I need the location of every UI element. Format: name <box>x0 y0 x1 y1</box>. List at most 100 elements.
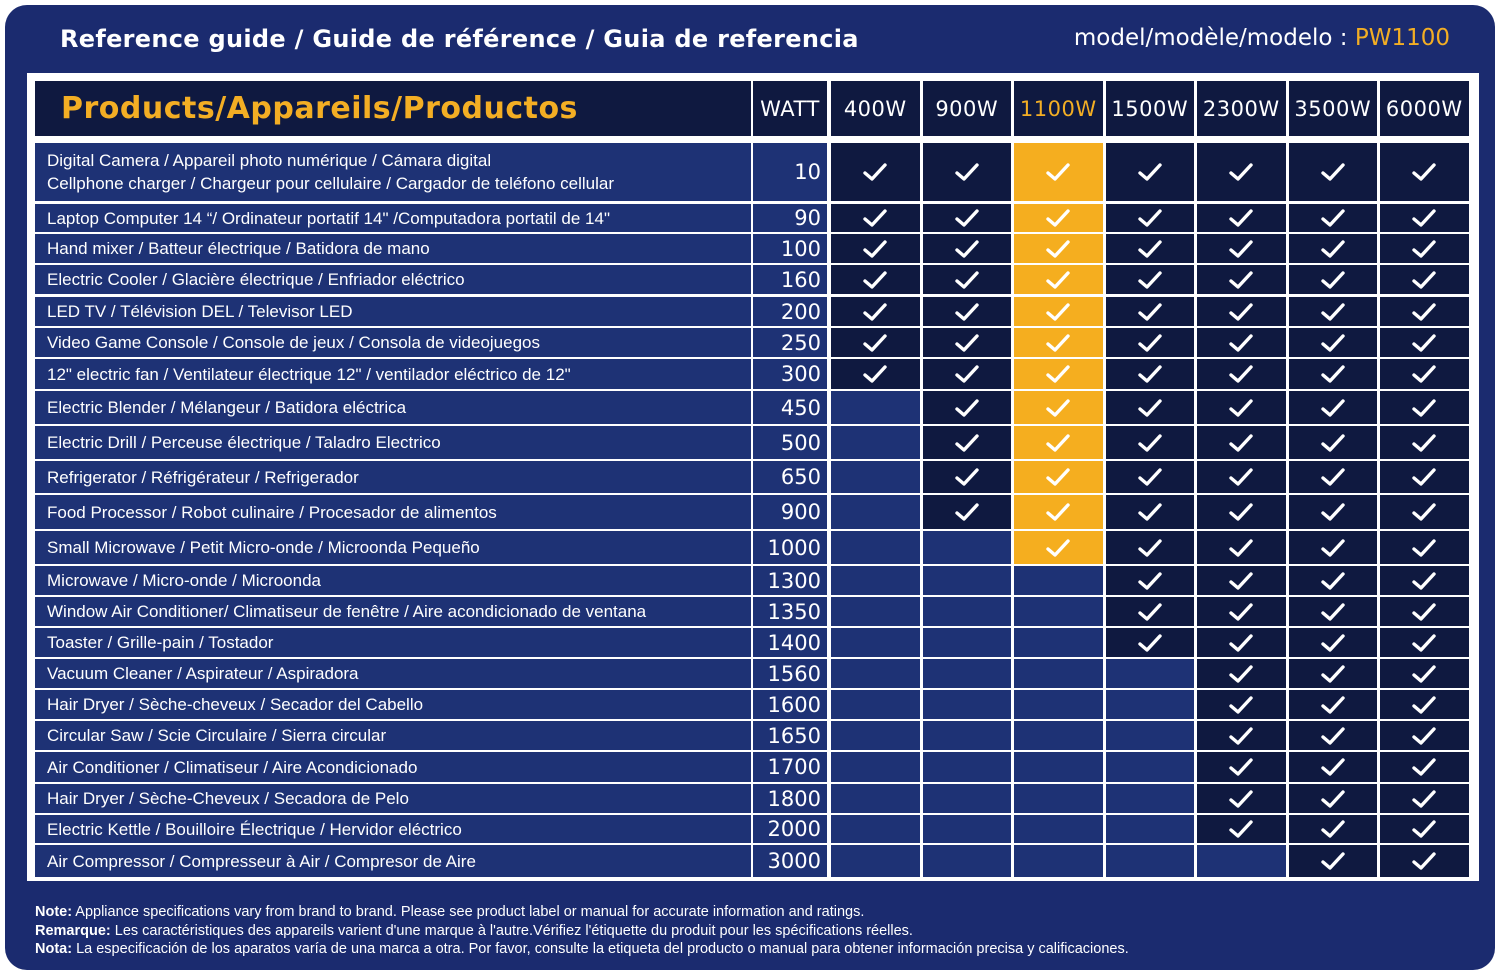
support-cell <box>922 752 1011 782</box>
check-icon <box>1138 633 1162 653</box>
check-icon <box>1229 239 1253 259</box>
appliance-name: Air Compressor / Compresseur à Air / Com… <box>35 845 751 877</box>
support-cell <box>1288 391 1377 424</box>
check-icon <box>1229 602 1253 622</box>
support-cell <box>1105 495 1194 529</box>
support-cell <box>922 597 1011 626</box>
note-line: Note: Appliance specifications vary from… <box>35 903 1129 922</box>
appliance-watt: 650 <box>753 461 827 493</box>
check-icon <box>1412 538 1436 558</box>
note-text: Les caractéristiques des appareils varie… <box>110 922 913 939</box>
appliance-watt: 1650 <box>753 721 827 750</box>
appliance-name-line: Electric Drill / Perceuse électrique / T… <box>47 433 441 452</box>
support-cell <box>1380 784 1469 813</box>
check-icon <box>1412 333 1436 353</box>
check-icon <box>863 333 887 353</box>
support-cell <box>1105 391 1194 424</box>
support-cell <box>831 359 920 389</box>
appliance-name-line: Electric Blender / Mélangeur / Batidora … <box>47 398 407 417</box>
check-icon <box>1321 398 1345 418</box>
appliance-name-line: Small Microwave / Petit Micro-onde / Mic… <box>47 538 480 557</box>
support-cell <box>1105 845 1194 877</box>
check-icon <box>1229 364 1253 384</box>
support-cell <box>1014 297 1103 326</box>
appliance-name-line-2: Cellphone charger / Chargeur pour cellul… <box>47 174 614 193</box>
check-icon <box>1229 726 1253 746</box>
check-icon <box>1321 571 1345 591</box>
check-icon <box>1138 162 1162 182</box>
support-cell <box>1380 495 1469 529</box>
support-cell <box>1197 690 1286 719</box>
check-icon <box>1229 162 1253 182</box>
appliance-name-line: LED TV / Télévision DEL / Televisor LED <box>47 302 353 321</box>
support-cell <box>1197 628 1286 657</box>
support-cell <box>1288 426 1377 459</box>
check-icon <box>1046 239 1070 259</box>
support-cell <box>1014 391 1103 424</box>
support-cell <box>1288 495 1377 529</box>
appliance-name: Hair Dryer / Sèche-Cheveux / Secadora de… <box>35 784 751 813</box>
support-cell <box>1380 461 1469 493</box>
support-cell <box>1288 204 1377 232</box>
check-icon <box>1138 467 1162 487</box>
support-cell <box>922 426 1011 459</box>
check-icon <box>1046 208 1070 228</box>
support-cell <box>1380 659 1469 688</box>
page-title: Reference guide / Guide de référence / G… <box>60 25 859 53</box>
check-icon <box>863 208 887 228</box>
support-cell <box>1197 566 1286 595</box>
check-icon <box>1321 302 1345 322</box>
support-cell <box>922 845 1011 877</box>
check-icon <box>863 364 887 384</box>
support-cell <box>1014 721 1103 750</box>
support-cell <box>1380 628 1469 657</box>
support-cell <box>1288 297 1377 326</box>
check-icon <box>863 302 887 322</box>
appliance-watt: 90 <box>753 204 827 232</box>
check-icon <box>1229 757 1253 777</box>
check-icon <box>1138 239 1162 259</box>
appliance-name-line: Electric Kettle / Bouilloire Électrique … <box>47 819 462 839</box>
appliance-watt: 1560 <box>753 659 827 688</box>
appliance-watt: 1400 <box>753 628 827 657</box>
support-cell <box>1380 566 1469 595</box>
appliance-name: Electric Cooler / Glacière électrique / … <box>35 265 751 294</box>
check-icon <box>1321 467 1345 487</box>
support-cell <box>1380 234 1469 263</box>
note-text: La especificación de los aparatos varía … <box>72 941 1129 957</box>
check-icon <box>955 433 979 453</box>
check-icon <box>1046 333 1070 353</box>
support-cell <box>1380 845 1469 877</box>
support-cell <box>1105 815 1194 843</box>
support-cell <box>1014 461 1103 493</box>
check-icon <box>955 302 979 322</box>
note-label: Nota: <box>35 941 73 957</box>
check-icon <box>1046 467 1070 487</box>
support-cell <box>831 297 920 326</box>
support-cell <box>1197 815 1286 843</box>
support-cell <box>1288 784 1377 813</box>
support-cell <box>1105 721 1194 750</box>
support-cell <box>1105 426 1194 459</box>
support-cell <box>1288 143 1377 201</box>
model-label-text: model/modèle/modelo : <box>1073 25 1355 51</box>
support-cell <box>1105 328 1194 357</box>
appliance-name: Small Microwave / Petit Micro-onde / Mic… <box>35 531 751 564</box>
support-cell <box>1105 597 1194 626</box>
check-icon <box>1412 602 1436 622</box>
check-icon <box>1046 364 1070 384</box>
support-cell <box>831 752 920 782</box>
check-icon <box>1321 695 1345 715</box>
appliance-name-line: Digital Camera / Appareil photo numériqu… <box>47 151 492 170</box>
appliance-watt: 10 <box>753 143 827 201</box>
watt-header: WATT <box>753 81 827 136</box>
model-label: model/modèle/modelo : PW1100 <box>1074 25 1450 51</box>
check-icon <box>1046 502 1070 522</box>
notes-section: Note: Appliance specifications vary from… <box>35 903 1129 959</box>
appliance-name-line: Window Air Conditioner/ Climatiseur de f… <box>47 602 647 621</box>
check-icon <box>1138 571 1162 591</box>
check-icon <box>1412 819 1436 839</box>
check-icon <box>1321 364 1345 384</box>
support-cell <box>1197 721 1286 750</box>
support-cell <box>831 628 920 657</box>
